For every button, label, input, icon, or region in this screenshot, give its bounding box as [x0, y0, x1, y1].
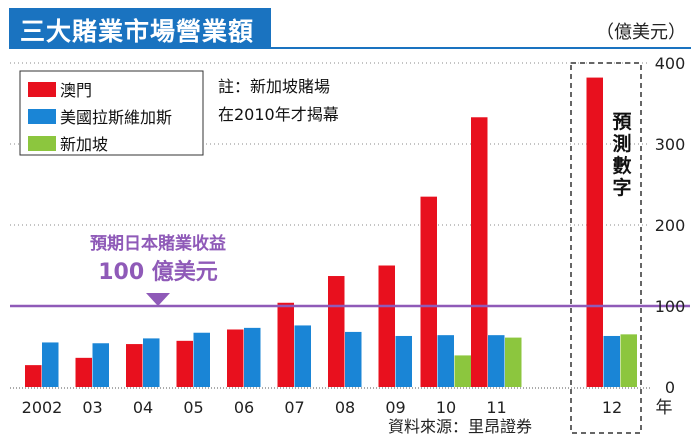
bar-macau-09 — [378, 265, 395, 387]
y-tick-label: 0 — [665, 378, 675, 397]
bar-macau-08 — [328, 276, 345, 387]
unit-label: （億美元） — [596, 22, 686, 43]
forecast-box — [570, 62, 642, 434]
note-line2: 在2010年才揭幕 — [218, 105, 339, 124]
reference-label-line2: 100 億美元 — [98, 259, 218, 285]
bar-macau-10 — [420, 196, 437, 387]
bar-lasvegas-05 — [193, 332, 210, 387]
forecast-char: 數 — [612, 155, 631, 177]
note-line1: 註：新加坡賭場 — [218, 77, 330, 96]
x-tick-label: 06 — [234, 398, 254, 417]
forecast-char: 預 — [612, 111, 632, 133]
bar-macau-03 — [75, 357, 92, 387]
x-unit-label: 年 — [656, 398, 673, 418]
x-tick-label: 11 — [486, 398, 506, 417]
legend-swatch-macau — [28, 82, 56, 97]
bar-macau-04 — [126, 344, 143, 387]
bar-lasvegas-06 — [244, 327, 261, 387]
bar-macau-05 — [176, 340, 193, 387]
x-tick-label: 08 — [335, 398, 355, 417]
x-tick-label: 07 — [284, 398, 304, 417]
bar-macau-12 — [586, 77, 603, 387]
bar-lasvegas-04 — [143, 338, 160, 387]
bar-lasvegas-08 — [345, 331, 362, 387]
legend-label-lasvegas: 美國拉斯維加斯 — [60, 108, 172, 127]
legend-label-singapore: 新加坡 — [60, 135, 108, 154]
chart-title: 三大賭業市場營業額 — [20, 17, 255, 46]
bar-singapore-11 — [505, 337, 522, 387]
x-tick-label: 2002 — [22, 398, 63, 417]
y-tick-label: 400 — [655, 54, 686, 73]
legend-label-macau: 澳門 — [60, 81, 92, 100]
legend-swatch-lasvegas — [28, 109, 56, 124]
bar-lasvegas-10 — [437, 335, 454, 387]
y-tick-label: 100 — [655, 297, 686, 316]
bar-lasvegas-2002 — [42, 342, 59, 387]
bar-singapore-12 — [620, 334, 637, 387]
x-tick-label: 09 — [385, 398, 405, 417]
title-bar — [9, 8, 271, 48]
bar-lasvegas-12 — [603, 335, 620, 387]
x-tick-label: 03 — [82, 398, 102, 417]
bar-lasvegas-03 — [92, 343, 109, 387]
bar-macau-07 — [277, 302, 294, 387]
y-tick-label: 300 — [655, 135, 686, 154]
forecast-char: 字 — [612, 176, 631, 199]
reference-arrow-icon — [146, 293, 170, 306]
bar-macau-11 — [471, 117, 488, 388]
x-tick-label: 04 — [133, 398, 153, 417]
x-tick-label: 10 — [436, 398, 456, 417]
forecast-char: 測 — [612, 132, 631, 155]
bar-lasvegas-11 — [488, 335, 505, 387]
y-tick-label: 200 — [655, 216, 686, 235]
bar-lasvegas-07 — [294, 325, 311, 387]
source-label: 資料來源：里昂證券 — [388, 417, 532, 436]
bar-macau-2002 — [25, 365, 42, 387]
bar-macau-06 — [227, 329, 244, 387]
legend-swatch-singapore — [28, 136, 56, 151]
x-tick-label: 05 — [183, 398, 203, 417]
bar-singapore-10 — [454, 355, 471, 387]
reference-label-line1: 預期日本賭業收益 — [90, 233, 226, 254]
x-tick-label: 12 — [602, 398, 622, 417]
bar-lasvegas-09 — [395, 335, 412, 387]
title-rule — [9, 47, 691, 49]
